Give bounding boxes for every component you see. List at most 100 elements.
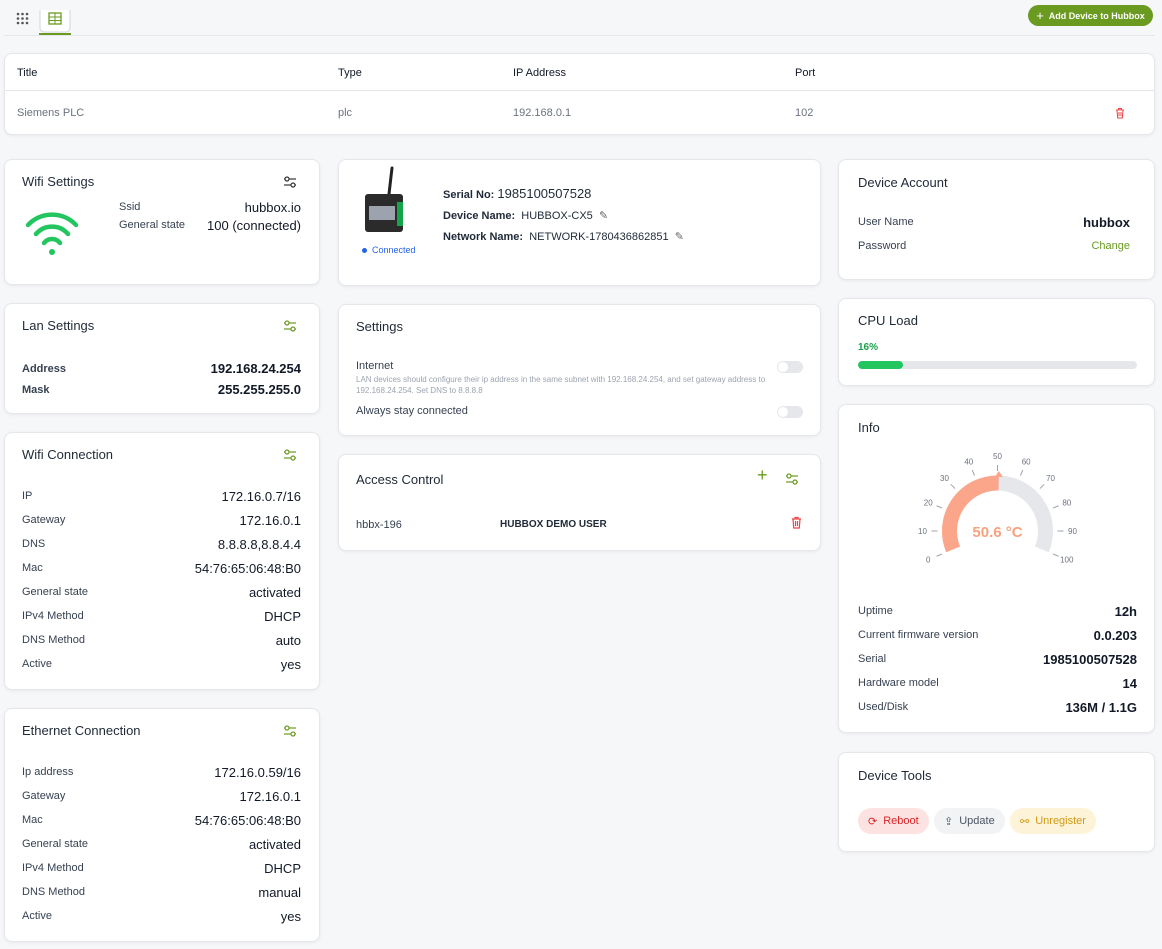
user-id: hbbx-196: [356, 519, 402, 531]
row-label: General state: [22, 838, 89, 850]
row-value: 172.16.0.59/16: [214, 764, 301, 780]
info-row: User Name hubbox: [858, 210, 1130, 234]
row-value: hubbox: [1083, 214, 1130, 230]
row-label: Mac: [22, 562, 43, 574]
row-value: hubbox.io: [244, 199, 301, 215]
row-label: Mac: [22, 814, 43, 826]
info-row: IPv4 Method DHCP: [22, 856, 301, 880]
device-account-card: Device Account User Name hubbox Password Ch…: [838, 159, 1155, 280]
setting-label: Always stay connected: [356, 405, 468, 417]
gauge-tick-label: 50: [993, 452, 1002, 461]
reboot-button[interactable]: ⟳ Reboot: [858, 808, 929, 834]
info-row: Used/Disk 136M / 1.1G: [858, 695, 1137, 719]
ethernet-connection-card: Ethernet Connection Ip address 172.16.0.5…: [4, 708, 320, 942]
info-row: Gateway 172.16.0.1: [22, 508, 301, 532]
info-row: Serial 1985100507528: [858, 647, 1137, 671]
settings-icon[interactable]: [283, 319, 297, 333]
gauge-value-label: 50.6 °C: [972, 524, 1022, 541]
button-label: Reboot: [883, 815, 919, 827]
row-label: Ssid: [119, 201, 141, 213]
header: IP Address: [513, 67, 566, 79]
settings-icon[interactable]: [785, 472, 799, 486]
row-value: 192.168.24.254: [210, 361, 301, 376]
wifi-connection-card: Wifi Connection IP 172.16.0.7/16 Gateway 17…: [4, 432, 320, 690]
toggle[interactable]: [777, 361, 803, 373]
button-label: Unregister: [1035, 815, 1086, 827]
cell: Siemens PLC: [17, 107, 85, 119]
delete-icon[interactable]: [791, 516, 802, 529]
row-label: DNS: [22, 538, 46, 550]
row-label: DNS Method: [22, 634, 85, 646]
info-row: General state 100 (connected): [119, 216, 301, 234]
info-row: DNS Method auto: [22, 628, 301, 652]
row-label: Gateway: [22, 514, 66, 526]
card-title: Settings: [356, 319, 403, 334]
label: Network Name:: [443, 231, 524, 243]
cell: 192.168.0.1: [513, 107, 572, 119]
row-value[interactable]: Change: [1091, 240, 1130, 252]
row-value: DHCP: [264, 860, 301, 876]
settings-icon[interactable]: [283, 724, 297, 738]
info-card: Info 0 10 20 30 40 50 60 70 80 90 100 50.6 °C Uptim…: [838, 404, 1155, 733]
row-label: General state: [119, 219, 186, 231]
card-title: CPU Load: [858, 313, 918, 328]
info-row: Address 192.168.24.254: [22, 358, 301, 379]
delete-icon[interactable]: [1115, 107, 1125, 119]
gauge-tick: [1052, 505, 1059, 509]
row-label: Serial: [858, 653, 887, 665]
row-value: 0.0.203: [1093, 627, 1137, 643]
info-row: IP 172.16.0.7/16: [22, 484, 301, 508]
add-device-button[interactable]: + Add Device to Hubbox: [1028, 5, 1153, 26]
info-row: General state activated: [22, 832, 301, 856]
gauge-tick-label: 40: [964, 458, 973, 467]
gauge-tick-label: 100: [1060, 556, 1074, 565]
gauge-tick-label: 0: [926, 556, 931, 565]
gauge-tick-label: 70: [1046, 474, 1055, 483]
row-label: Mask: [22, 383, 50, 396]
info-row: Mac 54:76:65:06:48:B0: [22, 556, 301, 580]
label: Device Name:: [443, 210, 516, 222]
network-row: Network Name: NETWORK-1780436862851 ✎: [443, 231, 684, 243]
row-label: Active: [22, 658, 52, 670]
card-title: Ethernet Connection: [22, 723, 141, 738]
row-label: Ip address: [22, 766, 74, 778]
card-title: Wifi Connection: [22, 447, 114, 462]
info-row: DNS Method manual: [22, 880, 301, 904]
row-value: activated: [248, 836, 301, 852]
row-value: yes: [280, 656, 301, 672]
card-title: Access Control: [356, 472, 444, 487]
settings-card: Settings Internet LAN devices should con…: [338, 304, 821, 436]
info-row: Ssid hubbox.io: [119, 198, 301, 216]
add-icon[interactable]: +: [757, 465, 768, 485]
label: Serial No:: [443, 189, 495, 201]
value: 1985100507528: [497, 186, 592, 201]
gauge-tick: [1019, 469, 1024, 476]
settings-icon[interactable]: [283, 448, 297, 462]
toggle[interactable]: [777, 406, 803, 418]
gauge-tick-label: 60: [1022, 458, 1031, 467]
update-button[interactable]: ⇪ Update: [934, 808, 1005, 834]
view-switcher[interactable]: [14, 10, 74, 36]
settings-icon[interactable]: [283, 175, 297, 189]
row-value: 136M / 1.1G: [1065, 699, 1137, 715]
info-row: IPv4 Method DHCP: [22, 604, 301, 628]
status-text: Connected: [372, 245, 416, 255]
row-value: 54:76:65:06:48:B0: [194, 560, 301, 576]
gauge-tick-label: 10: [918, 527, 927, 536]
gauge-tick: [936, 553, 943, 557]
row-label: Active: [22, 910, 52, 922]
row-label: Hardware model: [858, 677, 939, 689]
unregister-button[interactable]: ⚯ Unregister: [1010, 808, 1096, 834]
row-label: IPv4 Method: [22, 610, 84, 622]
name-row: Device Name: HUBBOX-CX5 ✎: [443, 210, 609, 222]
setting-note: LAN devices should configure their ip ad…: [356, 375, 766, 395]
lan-settings-card: Lan Settings Address 192.168.24.254 Mask 25…: [4, 303, 320, 414]
gauge-tick-label: 80: [1062, 498, 1071, 507]
device-table: Title Type IP Address Port Siemens PLC p…: [4, 53, 1155, 135]
header: Port: [795, 67, 816, 79]
row-value: manual: [258, 884, 301, 900]
gauge-tick-label: 30: [940, 474, 949, 483]
card-title: Wifi Settings: [22, 174, 95, 189]
card-title: Device Account: [858, 175, 948, 190]
info-row: Mask 255.255.255.0: [22, 379, 301, 400]
